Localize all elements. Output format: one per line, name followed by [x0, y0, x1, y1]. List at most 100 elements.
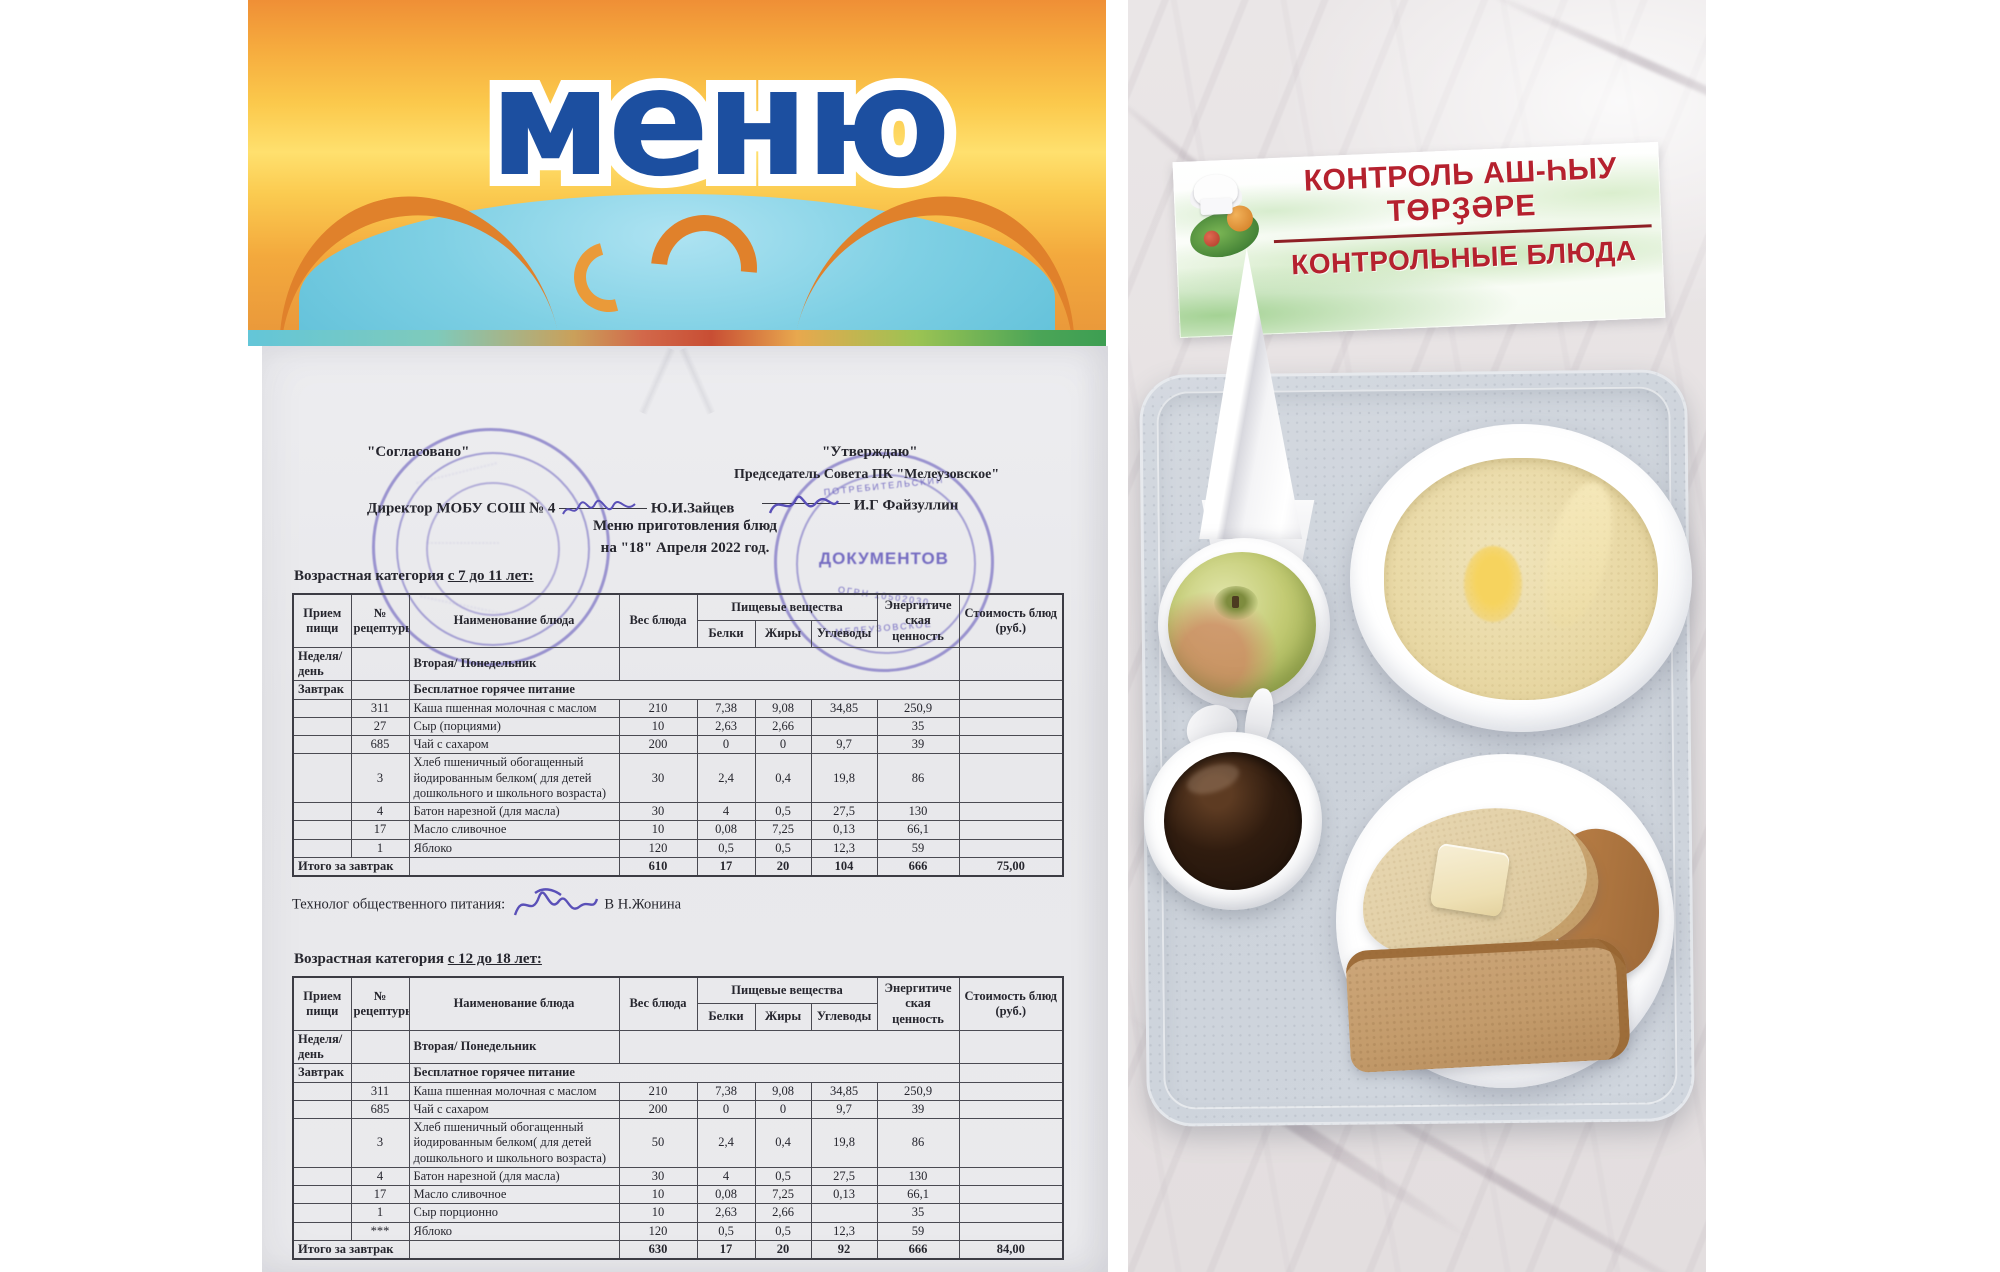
- empty-cell: [958, 1063, 1064, 1083]
- meal-value-cell: Бесплатное горячее питание: [408, 1063, 960, 1083]
- weight-cell: 200: [618, 1099, 698, 1120]
- chef-hat-band: [1200, 197, 1233, 216]
- empty-cell: [958, 1029, 1064, 1065]
- meal-value-cell: Бесплатное горячее питание: [408, 680, 960, 700]
- weight-cell: 210: [618, 1081, 698, 1101]
- empty-cell: [408, 1239, 620, 1260]
- col-header-recipe: № рецептуры: [350, 976, 410, 1031]
- technologist-name: В Н.Жонина: [604, 896, 682, 913]
- weight-cell: 10: [618, 1203, 698, 1223]
- week-label-cell: Неделя/день: [292, 1029, 352, 1065]
- cost-cell: [958, 734, 1064, 755]
- fat-cell: 2,66: [754, 716, 812, 737]
- age-section-12-18: Возрастная категория с 12 до 18 лет: Прие…: [292, 951, 1072, 1260]
- empty-cell: [292, 734, 352, 755]
- approve-signature-line: [762, 491, 850, 514]
- total-protein-cell: 17: [696, 1239, 756, 1260]
- menu-document-page: ······················· ················…: [262, 346, 1108, 1272]
- empty-cell: [292, 838, 352, 858]
- technologist-line-2: Технолог общественного питания: В Н.Жони…: [292, 1268, 1072, 1272]
- dish-row: 685 Чай с сахаром 200 0 0 9,7 39: [292, 734, 1064, 755]
- technologist-label: Технолог общественного питания:: [292, 896, 506, 913]
- dish-name-cell: Яблоко: [408, 838, 620, 858]
- recipe-number-cell: 27: [350, 716, 410, 737]
- empty-cell: [292, 716, 352, 737]
- energy-cell: 35: [876, 716, 960, 737]
- col-header-meal: Прием пищи: [292, 593, 352, 648]
- total-energy-cell: 666: [876, 1239, 960, 1260]
- melted-butter-spot: [1464, 546, 1522, 622]
- carbs-cell: 0,13: [810, 1184, 878, 1205]
- menu-cover-card: меню: [248, 0, 1106, 346]
- technologist-line-1: Технолог общественного питания: В Н.Жони…: [292, 885, 1072, 925]
- week-value-cell: Вторая/ Понедельник: [408, 1029, 620, 1065]
- meal-label-cell: Завтрак: [292, 1063, 352, 1083]
- weight-cell: 200: [618, 734, 698, 755]
- fat-cell: 0,5: [754, 1221, 812, 1241]
- dish-row: 4 Батон нарезной (для масла) 30 4 0,5 27,5 130: [292, 801, 1064, 822]
- col-header-fat: Жиры: [754, 620, 812, 648]
- sign-title-russian: КОНТРОЛЬНЫЕ БЛЮДА: [1290, 234, 1637, 281]
- protein-cell: 0,5: [696, 838, 756, 858]
- empty-cell: [958, 680, 1064, 700]
- carbs-cell: 12,3: [810, 838, 878, 858]
- fat-cell: 0,4: [754, 1118, 812, 1168]
- sign-text-block: КОНТРОЛЬ АШ-ҺЫУ ТӨРҘӘРЕ КОНТРОЛЬНЫЕ БЛЮД…: [1269, 150, 1657, 326]
- empty-cell: [292, 820, 352, 840]
- total-fat-cell: 20: [754, 856, 812, 877]
- table-header-row: Прием пищи № рецептуры Наименование блюда В…: [292, 976, 1064, 1031]
- total-carbs-cell: 92: [810, 1239, 878, 1260]
- marble-vein: [1472, 0, 1706, 146]
- fat-cell: 0,4: [754, 753, 812, 803]
- cost-cell: [958, 1081, 1064, 1101]
- cost-cell: [958, 716, 1064, 737]
- total-weight-cell: 630: [618, 1239, 698, 1260]
- meal-row: Завтрак Бесплатное горячее питание: [292, 1063, 1064, 1083]
- weight-cell: 50: [618, 1118, 698, 1168]
- energy-cell: 250,9: [876, 698, 960, 718]
- menu-table: Прием пищи № рецептуры Наименование блюда В…: [292, 976, 1065, 1260]
- total-energy-cell: 666: [876, 856, 960, 877]
- carbs-cell: 27,5: [810, 1166, 878, 1187]
- approve-name-line: И.Г Файзуллин: [762, 491, 958, 514]
- dish-name-cell: Батон нарезной (для масла): [408, 801, 620, 822]
- cost-cell: [958, 1203, 1064, 1223]
- energy-cell: 35: [876, 1203, 960, 1223]
- empty-cell: [408, 856, 620, 877]
- meal-label-cell: Завтрак: [292, 680, 352, 700]
- fat-cell: 0,5: [754, 1166, 812, 1187]
- total-row: Итого за завтрак 610 17 20 104 666 75,00: [292, 856, 1064, 877]
- cost-cell: [958, 753, 1064, 803]
- paper-crease: [638, 346, 676, 416]
- protein-cell: 2,63: [696, 1203, 756, 1223]
- age-category-text: Возрастная категория: [294, 951, 448, 967]
- agree-role: Директор МОБУ СОШ № 4: [367, 500, 556, 517]
- dish-row: 311 Каша пшенная молочная с маслом 210 7,38…: [292, 1081, 1064, 1101]
- total-row: Итого за завтрак 630 17 20 92 666 84,00: [292, 1239, 1064, 1260]
- dish-row: 27 Сыр (порциями) 10 2,63 2,66 35: [292, 716, 1064, 737]
- merged-cell: [618, 646, 960, 682]
- menu-cover-title: меню: [477, 24, 963, 222]
- dish-row: 4 Батон нарезной (для масла) 30 4 0,5 27,5 130: [292, 1166, 1064, 1187]
- carbs-cell: [810, 716, 878, 737]
- dish-name-cell: Яблоко: [408, 1221, 620, 1241]
- energy-cell: 59: [876, 838, 960, 858]
- stamp-center-text: ДОКУМЕНТОВ: [819, 549, 949, 568]
- age-section-7-11: Возрастная категория с 7 до 11 лет: Прием…: [292, 568, 1072, 877]
- dish-row: 1 Яблоко 120 0,5 0,5 12,3 59: [292, 838, 1064, 858]
- tea-with-sugar-drink: [1164, 752, 1302, 890]
- protein-cell: 2,4: [696, 1118, 756, 1168]
- energy-cell: 39: [876, 734, 960, 755]
- fat-cell: 7,25: [754, 1184, 812, 1205]
- menu-table: Прием пищи № рецептуры Наименование блюда В…: [292, 593, 1065, 877]
- cooperative-round-stamp: ПОТРЕБИТЕЛЬСКИЙ ДОКУМЕНТОВ ОГРН 10502030…: [774, 452, 994, 672]
- energy-cell: 86: [876, 753, 960, 803]
- col-header-meal: Прием пищи: [292, 976, 352, 1031]
- empty-cell: [292, 1099, 352, 1120]
- protein-cell: 2,63: [696, 716, 756, 737]
- recipe-number-cell: 4: [350, 801, 410, 822]
- recipe-number-cell: 17: [350, 820, 410, 840]
- dish-name-cell: Чай с сахаром: [408, 734, 620, 755]
- total-cost-cell: 84,00: [958, 1239, 1064, 1260]
- cost-cell: [958, 838, 1064, 858]
